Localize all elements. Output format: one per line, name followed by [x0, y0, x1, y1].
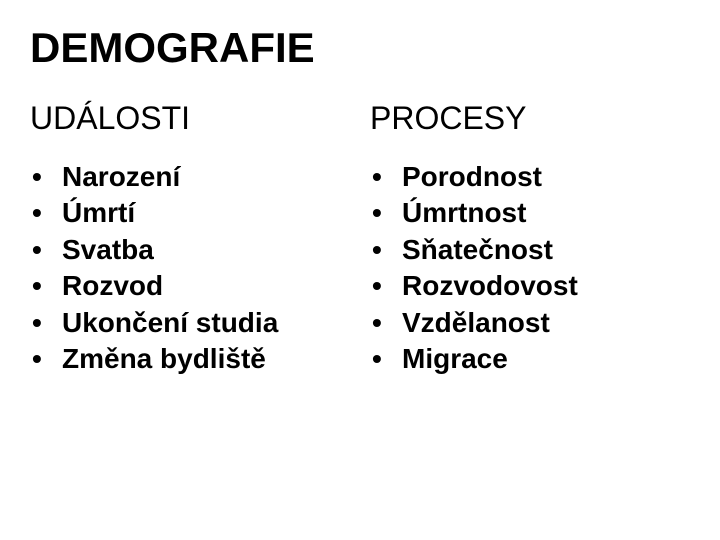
item-text: Rozvod — [62, 268, 370, 304]
item-text: Ukončení studia — [62, 305, 370, 341]
item-text: Úmrtnost — [402, 195, 710, 231]
list-item: •Migrace — [370, 341, 710, 377]
item-text: Migrace — [402, 341, 710, 377]
list-item: •Vzdělanost — [370, 305, 710, 341]
bullet-icon: • — [370, 159, 402, 195]
list-item: •Rozvodovost — [370, 268, 710, 304]
bullet-icon: • — [370, 232, 402, 268]
bullet-icon: • — [30, 268, 62, 304]
bullet-icon: • — [30, 195, 62, 231]
item-text: Sňatečnost — [402, 232, 710, 268]
list-item: •Úmrtnost — [370, 195, 710, 231]
item-text: Svatba — [62, 232, 370, 268]
slide-title: DEMOGRAFIE — [30, 24, 690, 72]
list-item: •Porodnost — [370, 159, 710, 195]
column-processes: PROCESY •Porodnost •Úmrtnost •Sňatečnost… — [370, 100, 710, 377]
list-events: •Narození •Úmrtí •Svatba •Rozvod •Ukonče… — [30, 159, 370, 377]
column-events: UDÁLOSTI •Narození •Úmrtí •Svatba •Rozvo… — [30, 100, 370, 377]
bullet-icon: • — [370, 305, 402, 341]
columns-container: UDÁLOSTI •Narození •Úmrtí •Svatba •Rozvo… — [30, 100, 690, 377]
bullet-icon: • — [370, 268, 402, 304]
list-item: •Sňatečnost — [370, 232, 710, 268]
list-processes: •Porodnost •Úmrtnost •Sňatečnost •Rozvod… — [370, 159, 710, 377]
item-text: Porodnost — [402, 159, 710, 195]
list-item: •Rozvod — [30, 268, 370, 304]
column-heading-events: UDÁLOSTI — [30, 100, 370, 137]
list-item: •Úmrtí — [30, 195, 370, 231]
bullet-icon: • — [30, 341, 62, 377]
item-text: Rozvodovost — [402, 268, 710, 304]
bullet-icon: • — [30, 305, 62, 341]
item-text: Úmrtí — [62, 195, 370, 231]
list-item: •Ukončení studia — [30, 305, 370, 341]
item-text: Narození — [62, 159, 370, 195]
list-item: •Svatba — [30, 232, 370, 268]
list-item: •Změna bydliště — [30, 341, 370, 377]
bullet-icon: • — [370, 195, 402, 231]
column-heading-processes: PROCESY — [370, 100, 710, 137]
list-item: •Narození — [30, 159, 370, 195]
bullet-icon: • — [30, 159, 62, 195]
item-text: Změna bydliště — [62, 341, 370, 377]
bullet-icon: • — [30, 232, 62, 268]
item-text: Vzdělanost — [402, 305, 710, 341]
bullet-icon: • — [370, 341, 402, 377]
